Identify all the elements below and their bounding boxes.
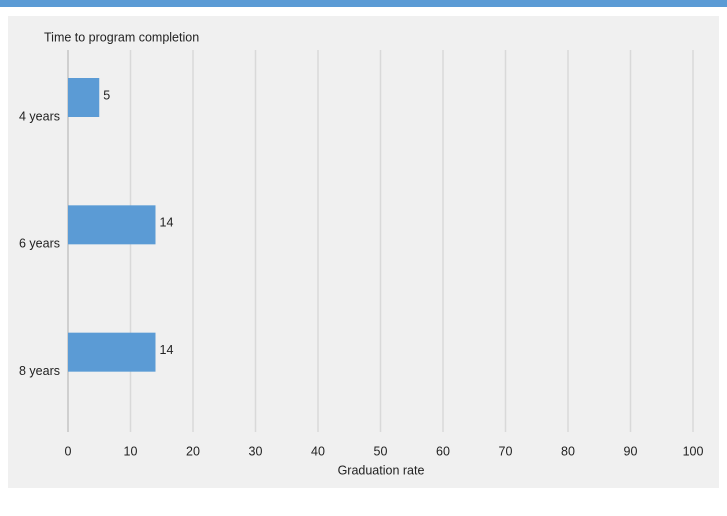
x-tick-label: 10	[124, 444, 138, 458]
x-axis-title: Graduation rate	[338, 463, 425, 477]
y-tick-label: 6 years	[19, 237, 60, 251]
x-tick-label: 60	[436, 444, 450, 458]
y-tick-label: 4 years	[19, 109, 60, 123]
x-tick-label: 0	[65, 444, 72, 458]
value-label: 5	[103, 88, 110, 102]
x-tick-label: 70	[499, 444, 513, 458]
x-tick-label: 100	[683, 444, 704, 458]
x-tick-label: 40	[311, 444, 325, 458]
value-label: 14	[160, 216, 174, 230]
y-tick-label: 8 years	[19, 364, 60, 378]
value-label: 14	[160, 343, 174, 357]
x-tick-label: 50	[374, 444, 388, 458]
x-tick-label: 90	[624, 444, 638, 458]
x-tick-label: 30	[249, 444, 263, 458]
panel	[8, 16, 719, 488]
bar	[68, 332, 156, 372]
y-axis-title: Time to program completion	[44, 30, 199, 44]
top-bar	[0, 0, 727, 7]
x-tick-label: 80	[561, 444, 575, 458]
x-tick-label: 20	[186, 444, 200, 458]
bar	[68, 205, 156, 245]
bar	[68, 78, 100, 117]
